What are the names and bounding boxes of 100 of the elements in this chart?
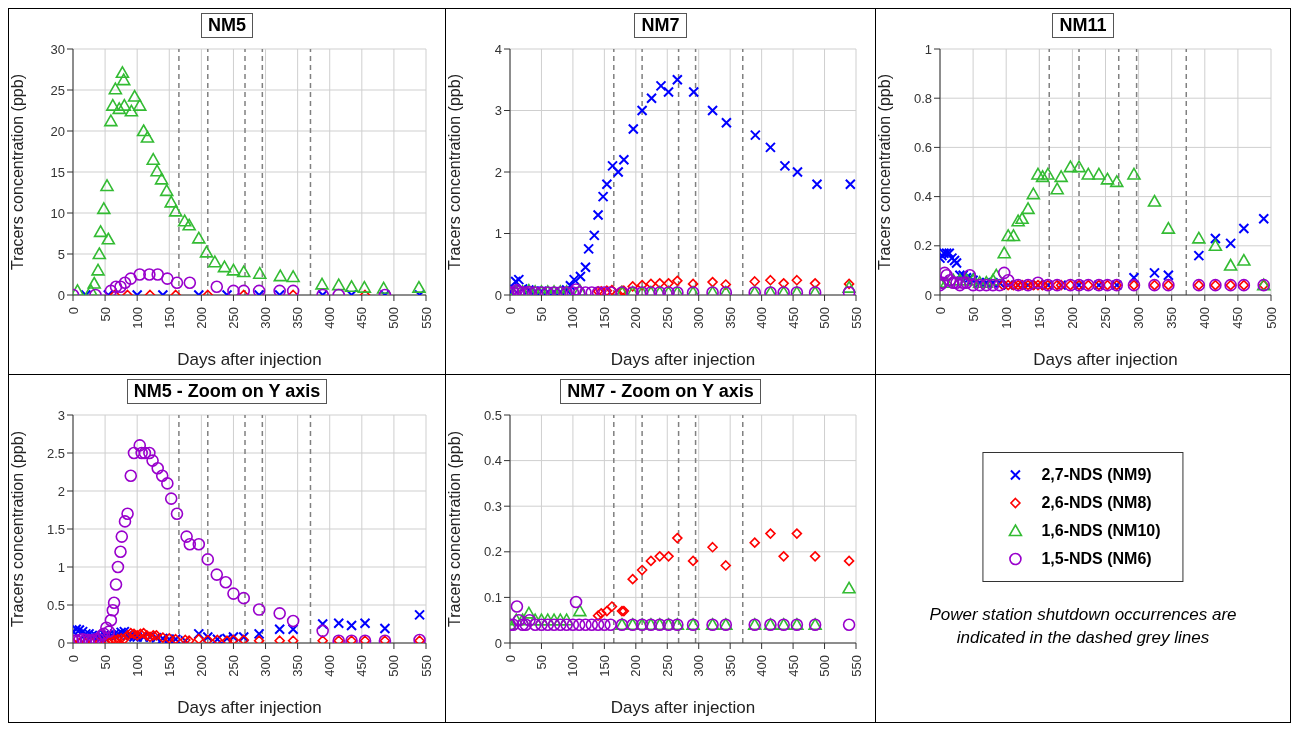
y-tick-label: 0.2 <box>483 544 502 560</box>
x-tick-label: 350 <box>722 655 738 677</box>
y-tick-label: 10 <box>50 205 65 221</box>
y-axis-title: Tracers concentration (ppb) <box>445 431 463 627</box>
x-tick-label: 0 <box>502 655 518 663</box>
y-tick-label: 2.5 <box>46 445 65 461</box>
y-tick-label: 1 <box>494 226 502 242</box>
x-tick-label: 450 <box>785 307 801 329</box>
x-tick-label: 500 <box>817 307 833 329</box>
y-tick-label: 1.5 <box>46 521 65 537</box>
x-tick-label: 250 <box>225 307 241 329</box>
y-tick-label: 0.4 <box>483 453 502 469</box>
x-tick-label: 300 <box>691 307 707 329</box>
x-axis-title: Days after injection <box>177 698 322 717</box>
y-tick-label: 0.1 <box>483 590 502 606</box>
chart-title: NM7 <box>634 13 687 38</box>
y-tick-label: 3 <box>494 103 502 119</box>
x-tick-label: 100 <box>998 307 1014 329</box>
y-tick-label: 25 <box>50 82 65 98</box>
y-tick-label: 0.3 <box>483 498 502 514</box>
x-tick-label: 100 <box>129 655 145 677</box>
y-tick-label: 0 <box>57 635 65 651</box>
x-tick-label: 150 <box>161 655 177 677</box>
y-tick-label: 0.2 <box>913 238 932 254</box>
x-tick-label: 250 <box>225 655 241 677</box>
x-tick-label: 0 <box>65 655 81 663</box>
x-tick-label: 550 <box>418 655 434 677</box>
x-tick-label: 500 <box>1263 307 1279 329</box>
x-tick-label: 450 <box>1230 307 1246 329</box>
x-tick-label: 550 <box>848 307 864 329</box>
legend-label: 1,5-NDS (NM6) <box>1041 550 1152 568</box>
y-tick-label: 2 <box>494 164 502 180</box>
y-tick-label: 0.5 <box>46 597 65 613</box>
y-tick-label: 1 <box>57 559 65 575</box>
x-tick-label: 150 <box>161 307 177 329</box>
y-tick-label: 1 <box>924 41 932 57</box>
chart-title: NM11 <box>1052 13 1114 38</box>
x-tick-label: 300 <box>691 655 707 677</box>
x-axis-title: Days after injection <box>610 698 756 717</box>
y-tick-label: 0.8 <box>913 90 932 106</box>
x-tick-label: 300 <box>258 307 274 329</box>
x-tick-label: 50 <box>97 655 113 670</box>
y-tick-label: 3 <box>57 407 65 423</box>
x-tick-label: 500 <box>386 307 402 329</box>
x-tick-label: 550 <box>848 655 864 677</box>
x-tick-label: 200 <box>193 655 209 677</box>
y-tick-label: 4 <box>494 41 502 57</box>
x-tick-label: 100 <box>565 307 581 329</box>
x-tick-label: 0 <box>502 307 518 315</box>
x-tick-label: 300 <box>258 655 274 677</box>
x-tick-label: 0 <box>65 307 81 315</box>
x-tick-label: 400 <box>754 655 770 677</box>
x-tick-label: 350 <box>290 307 306 329</box>
y-axis-title: Tracers concentration (ppb) <box>875 74 893 270</box>
x-tick-label: 50 <box>533 655 549 670</box>
y-tick-label: 0.5 <box>483 407 502 423</box>
x-axis-title: Days after injection <box>177 350 322 369</box>
x-tick-label: 500 <box>817 655 833 677</box>
x-tick-label: 350 <box>722 307 738 329</box>
x-tick-label: 250 <box>659 307 675 329</box>
legend-label: 2,6-NDS (NM8) <box>1041 494 1152 512</box>
x-tick-label: 200 <box>628 655 644 677</box>
x-tick-label: 400 <box>322 655 338 677</box>
x-tick-label: 300 <box>1131 307 1147 329</box>
y-tick-label: 0 <box>494 635 502 651</box>
x-tick-label: 100 <box>129 307 145 329</box>
x-tick-label: 50 <box>533 307 549 322</box>
y-tick-label: 20 <box>50 123 65 139</box>
y-tick-label: 30 <box>50 41 65 57</box>
x-tick-label: 50 <box>965 307 981 322</box>
x-tick-label: 200 <box>628 307 644 329</box>
x-tick-label: 400 <box>754 307 770 329</box>
chart-title: NM5 <box>200 13 253 38</box>
y-tick-label: 0 <box>494 287 502 303</box>
y-axis-title: Tracers concentration (ppb) <box>8 431 26 627</box>
y-tick-label: 5 <box>57 246 65 262</box>
x-tick-label: 150 <box>596 307 612 329</box>
chart-title: NM7 - Zoom on Y axis <box>560 379 761 404</box>
x-tick-label: 0 <box>932 307 948 315</box>
x-tick-label: 450 <box>354 655 370 677</box>
x-tick-label: 250 <box>659 655 675 677</box>
x-tick-label: 150 <box>596 655 612 677</box>
x-tick-label: 350 <box>290 655 306 677</box>
x-tick-label: 50 <box>97 307 113 322</box>
y-axis-title: Tracers concentration (ppb) <box>445 74 463 270</box>
x-tick-label: 250 <box>1098 307 1113 329</box>
legend-label: 2,7-NDS (NM9) <box>1041 466 1152 484</box>
x-axis-title: Days after injection <box>1033 350 1178 369</box>
legend-label: 1,6-NDS (NM10) <box>1041 522 1161 540</box>
y-tick-label: 2 <box>57 483 65 499</box>
y-tick-label: 0.6 <box>913 140 932 156</box>
x-tick-label: 350 <box>1164 307 1180 329</box>
x-tick-label: 450 <box>354 307 370 329</box>
y-tick-label: 15 <box>50 164 65 180</box>
y-tick-label: 0 <box>57 287 65 303</box>
x-tick-label: 100 <box>565 655 581 677</box>
y-tick-label: 0.4 <box>913 189 932 205</box>
y-axis-title: Tracers concentration (ppb) <box>8 74 26 270</box>
x-tick-label: 200 <box>193 307 209 329</box>
x-tick-label: 200 <box>1064 307 1080 329</box>
